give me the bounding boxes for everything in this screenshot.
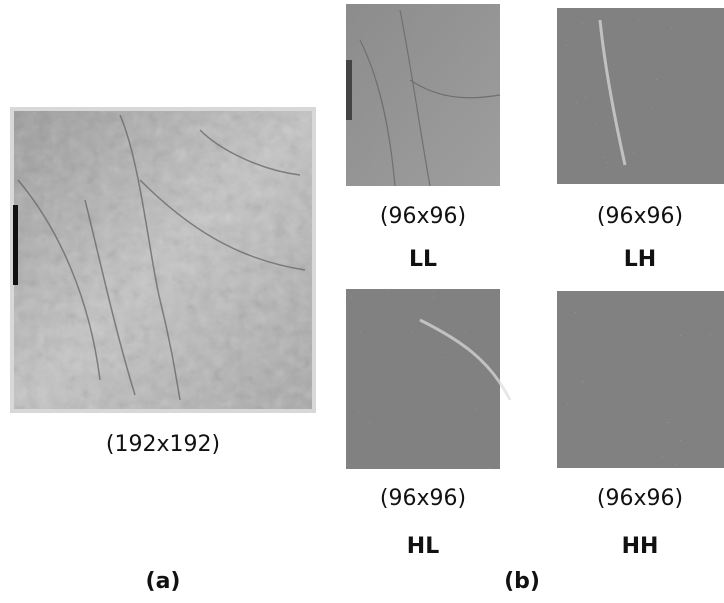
- subband-size: (96x96): [597, 204, 683, 229]
- subband-size: (96x96): [380, 204, 466, 229]
- subband-name: HL: [407, 534, 439, 559]
- subband-name: HH: [622, 534, 659, 559]
- panel-label: (b): [504, 569, 540, 594]
- subband-size: (96x96): [380, 486, 466, 511]
- ll-image: [346, 4, 500, 186]
- subband-name: LH: [624, 247, 656, 272]
- palm-image: [10, 107, 316, 413]
- panel-label: (a): [146, 569, 181, 594]
- figure: (192x192) (a) (96x96) LL (96x96) LH (96x…: [0, 0, 724, 603]
- caption: (192x192): [106, 432, 220, 457]
- hl-image: [346, 289, 510, 469]
- hh-image: [557, 291, 724, 468]
- subband-name: LL: [409, 247, 437, 272]
- lh-image: [557, 8, 724, 184]
- subband-size: (96x96): [597, 486, 683, 511]
